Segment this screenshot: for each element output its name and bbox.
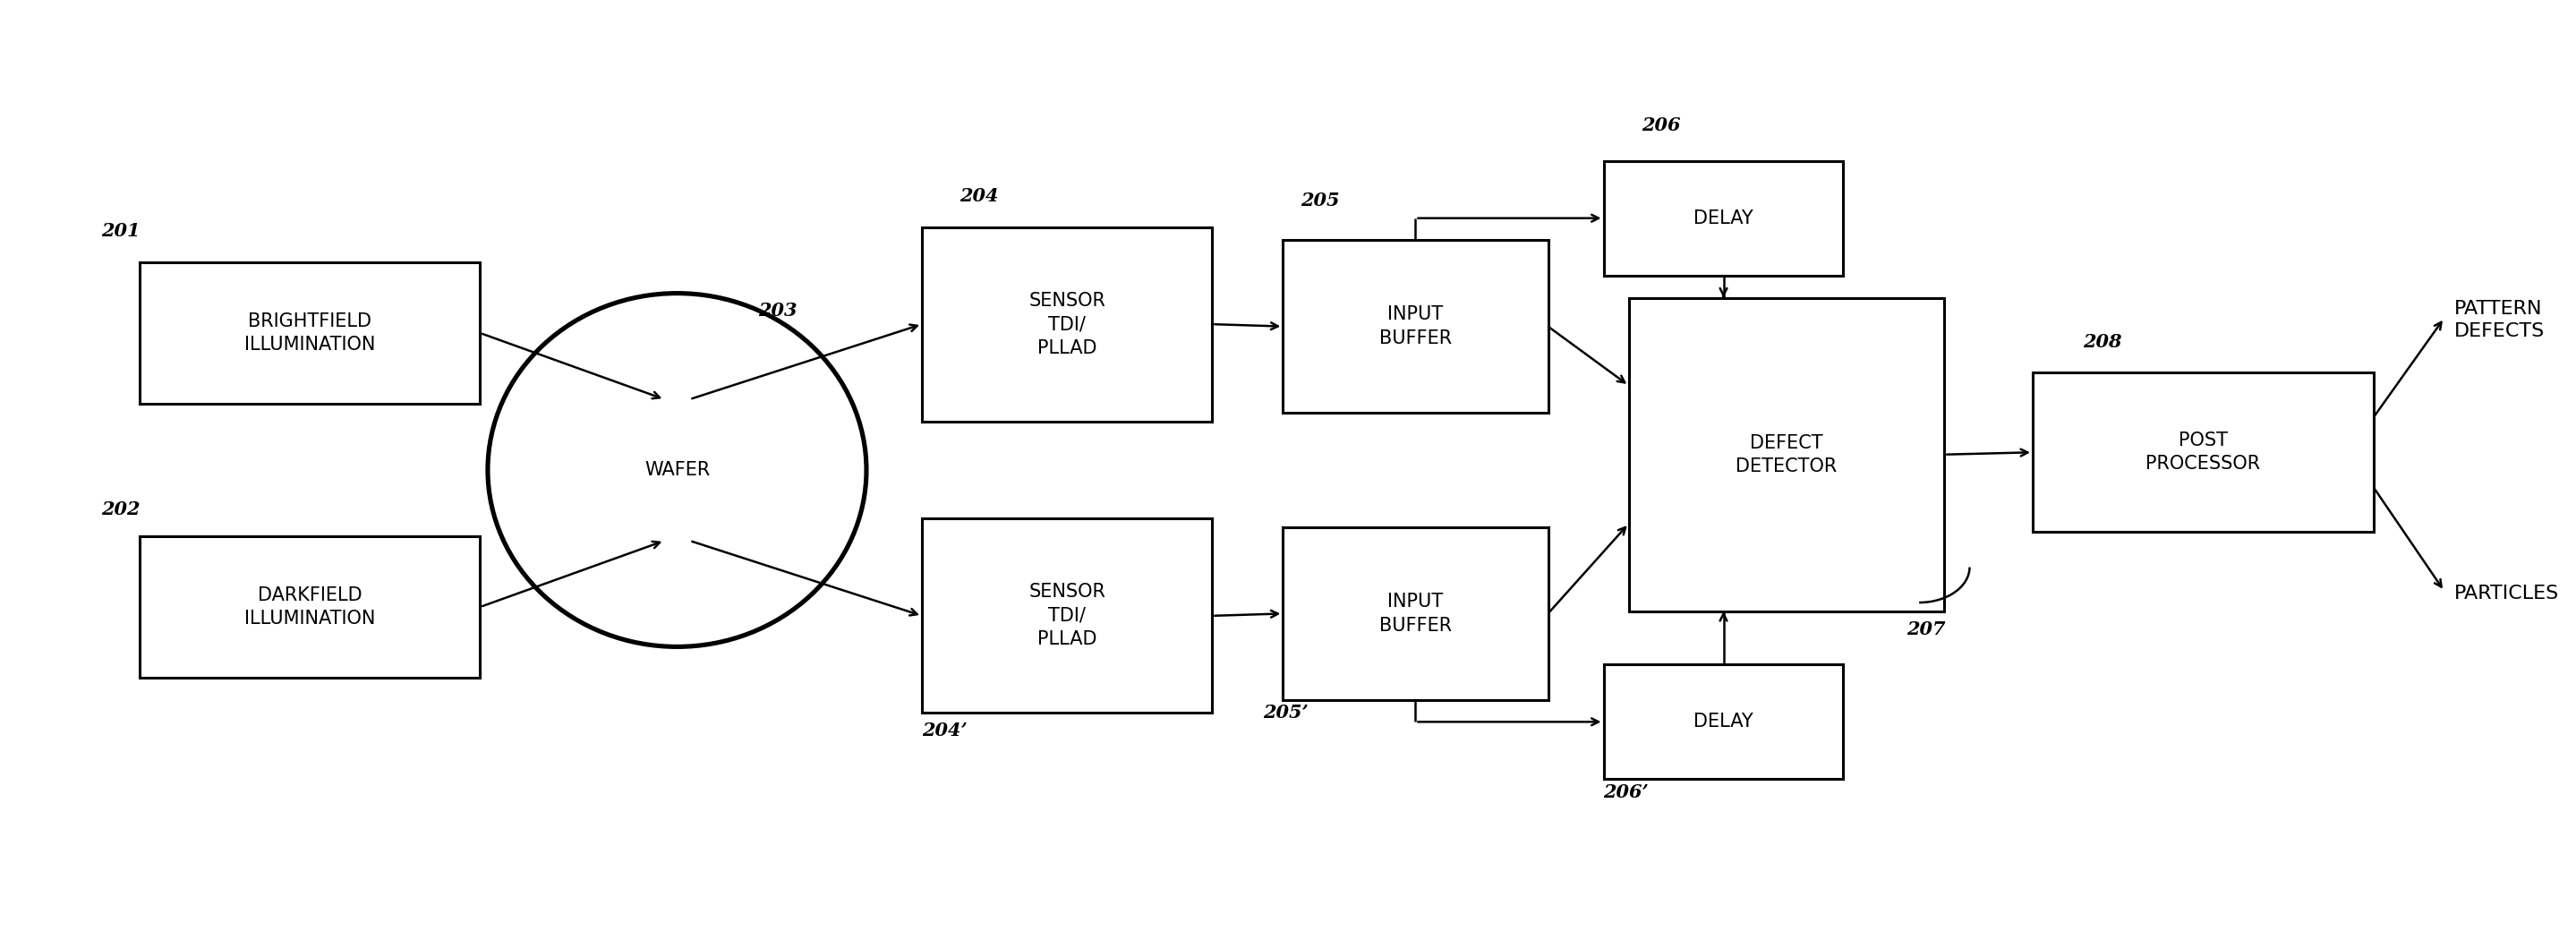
FancyBboxPatch shape (2032, 373, 2372, 532)
Text: 205’: 205’ (1262, 704, 1309, 722)
Text: 206: 206 (1641, 117, 1680, 134)
FancyBboxPatch shape (1283, 527, 1548, 699)
Text: DEFECT
DETECTOR: DEFECT DETECTOR (1736, 433, 1837, 476)
FancyBboxPatch shape (139, 262, 479, 404)
Text: 208: 208 (2084, 333, 2123, 351)
Text: INPUT
BUFFER: INPUT BUFFER (1378, 593, 1453, 634)
Text: DELAY: DELAY (1692, 210, 1754, 227)
Text: 202: 202 (100, 501, 142, 519)
Text: BRIGHTFIELD
ILLUMINATION: BRIGHTFIELD ILLUMINATION (245, 312, 376, 353)
FancyBboxPatch shape (922, 227, 1213, 421)
Text: 204’: 204’ (922, 722, 969, 740)
Text: 203: 203 (757, 302, 796, 320)
FancyBboxPatch shape (922, 519, 1213, 713)
Text: 204: 204 (961, 187, 999, 205)
Text: 207: 207 (1906, 620, 1945, 638)
Text: SENSOR
TDI/
PLLAD: SENSOR TDI/ PLLAD (1028, 291, 1105, 357)
Text: PARTICLES: PARTICLES (2455, 585, 2561, 603)
Text: 205: 205 (1301, 192, 1340, 210)
Text: SENSOR
TDI/
PLLAD: SENSOR TDI/ PLLAD (1028, 583, 1105, 649)
Text: WAFER: WAFER (644, 461, 711, 479)
FancyBboxPatch shape (1602, 665, 1844, 779)
Text: DARKFIELD
ILLUMINATION: DARKFIELD ILLUMINATION (245, 587, 376, 628)
Text: POST
PROCESSOR: POST PROCESSOR (2146, 431, 2262, 473)
FancyBboxPatch shape (1283, 241, 1548, 413)
Text: 206’: 206’ (1602, 783, 1649, 801)
Text: INPUT
BUFFER: INPUT BUFFER (1378, 306, 1453, 347)
FancyBboxPatch shape (1628, 298, 1945, 611)
Text: PATTERN
DEFECTS: PATTERN DEFECTS (2455, 300, 2545, 340)
Text: DELAY: DELAY (1692, 713, 1754, 730)
FancyBboxPatch shape (1602, 161, 1844, 275)
Text: 201: 201 (100, 223, 142, 241)
Ellipse shape (487, 293, 866, 647)
FancyBboxPatch shape (139, 536, 479, 678)
